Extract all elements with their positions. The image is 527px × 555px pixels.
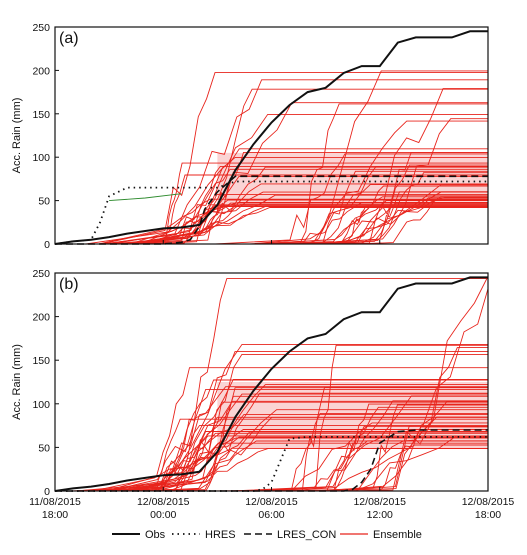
ensemble-member-line	[55, 400, 488, 492]
ensemble-member-line	[55, 205, 488, 245]
ensemble-member-line	[55, 204, 488, 245]
ensemble-member-line	[55, 174, 488, 245]
ensemble-member-line	[55, 448, 488, 492]
y-tick-label: 250	[32, 268, 50, 280]
y-tick-label: 150	[32, 109, 50, 121]
y-axis-label-b: Acc. Rain (mm)	[11, 344, 23, 420]
ensemble-member-line	[55, 436, 488, 492]
ensemble-member-line	[55, 344, 488, 492]
obs-line-b	[54, 276, 488, 492]
legend: Obs HRES LRES_CON Ensemble	[112, 529, 422, 541]
legend-hres-label: HRES	[205, 529, 236, 541]
panel-b: 0 50 100 150 200 250 11/08/2015 18:00 12/…	[11, 268, 514, 521]
x-tick-label: 12/08/2015 06:00	[245, 496, 298, 521]
x-tick-label: 12/08/2015 12:00	[353, 496, 406, 521]
ensemble-member-line	[55, 367, 488, 492]
ensemble-member-line	[55, 120, 488, 245]
legend-ensemble-label: Ensemble	[373, 529, 422, 541]
ensemble-member-line	[55, 88, 488, 245]
hres-line-b	[55, 435, 488, 492]
y-axis-b: 0 50 100 150 200 250	[32, 268, 50, 498]
panel-a: 0 50 100 150 200 250 Acc. Rain (mm) (a)	[11, 22, 489, 251]
ensemble-member-line	[55, 437, 488, 492]
ensemble-member-line	[55, 168, 488, 245]
ensemble-member-line	[55, 202, 488, 245]
ensemble-member-line	[109, 193, 182, 202]
y-tick-label: 50	[38, 196, 50, 208]
ensemble-member-line	[55, 199, 488, 245]
y-tick-label: 100	[32, 399, 50, 411]
ensemble-members-a	[55, 70, 488, 245]
legend-lres-con-label: LRES_CON	[277, 529, 336, 541]
y-axis-label-a: Acc. Rain (mm)	[11, 98, 23, 174]
y-tick-label: 0	[44, 486, 50, 498]
ensemble-member-line	[55, 444, 488, 492]
y-tick-label: 200	[32, 65, 50, 77]
ensemble-member-line	[55, 207, 488, 245]
y-tick-label: 200	[32, 312, 50, 324]
x-axis-a	[54, 26, 489, 245]
ensemble-member-line	[55, 424, 488, 492]
x-tick-labels: 11/08/2015 18:00 12/08/2015 00:00 12/08/20…	[29, 496, 514, 521]
legend-obs-label: Obs	[145, 529, 166, 541]
y-tick-label: 100	[32, 152, 50, 164]
y-tick-label: 50	[38, 442, 50, 454]
ensemble-member-line	[55, 206, 488, 245]
ensemble-member-line	[55, 440, 488, 492]
ensemble-member-line	[55, 442, 488, 492]
x-axis-b	[54, 272, 489, 492]
ensemble-member-line	[55, 118, 488, 245]
panel-label-a: (a)	[59, 30, 79, 47]
panel-label-b: (b)	[59, 276, 79, 293]
ensemble-member-line	[55, 418, 488, 492]
ensemble-member-line	[55, 395, 488, 492]
ensemble-member-line	[55, 200, 488, 245]
ensemble-member-line	[55, 166, 488, 245]
y-axis-a: 0 50 100 150 200 250	[32, 22, 50, 251]
y-tick-label: 150	[32, 355, 50, 367]
lres-con-line-a	[55, 175, 488, 245]
x-tick-label: 11/08/2015 18:00	[29, 496, 81, 521]
ensemble-member-line	[55, 288, 489, 492]
ensemble-member-line	[55, 204, 488, 245]
ensemble-member-line	[55, 202, 488, 245]
ensemble-member-line	[55, 202, 488, 245]
ensemble-member-line	[55, 202, 488, 245]
y-tick-label: 250	[32, 22, 50, 34]
ensemble-member-line	[55, 276, 489, 492]
obs-line-a	[54, 30, 488, 245]
ensemble-member-line	[55, 205, 488, 245]
ensemble-member-line	[55, 384, 488, 492]
ensemble-member-line	[55, 388, 488, 492]
y-tick-label: 0	[44, 239, 50, 251]
x-tick-label: 12/08/2015 18:00	[462, 496, 515, 521]
ensemble-member-line	[55, 401, 488, 492]
ensemble-member-line	[55, 70, 488, 245]
ensemble-member-line	[55, 413, 488, 492]
x-tick-label: 12/08/2015 00:00	[137, 496, 190, 521]
ensemble-member-line	[55, 204, 488, 245]
